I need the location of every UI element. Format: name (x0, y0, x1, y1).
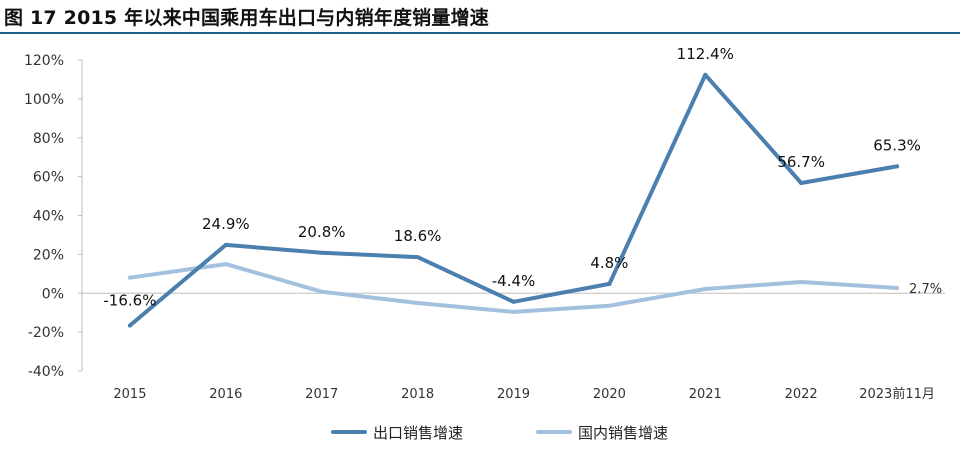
y-tick-label: 40% (33, 209, 64, 225)
x-tick-label: 2021 (689, 387, 722, 402)
data-point (607, 303, 612, 308)
x-tick-label: 2018 (401, 387, 434, 402)
data-point (511, 299, 516, 304)
data-label: 24.9% (202, 215, 250, 233)
x-tick-label: 2015 (113, 387, 146, 402)
axes-layer: -40% -20% 0% 20% 40% 60% 80% 100% 120% 2015 2016 20… (24, 53, 945, 402)
data-point (223, 262, 228, 267)
data-label: 4.8% (590, 254, 628, 272)
legend: 出口销售增速 国内销售增速 (331, 424, 668, 442)
x-tick-label: 2017 (305, 387, 338, 402)
data-label: 2.7% (909, 282, 942, 297)
data-point (895, 286, 900, 291)
x-tick-label: 2019 (497, 387, 530, 402)
x-tick-label: 2022 (785, 387, 818, 402)
data-point (703, 286, 708, 291)
y-tick-label: 20% (33, 247, 64, 263)
data-point (799, 181, 804, 186)
lines-layer (127, 72, 900, 328)
data-point (415, 300, 420, 305)
data-point (511, 309, 516, 314)
data-point (319, 289, 324, 294)
data-point (415, 255, 420, 260)
data-labels-layer: -16.6% 24.9% 20.8% 18.6% -4.4% 4.8% 112.4% 56.7… (103, 45, 942, 310)
data-label: -16.6% (103, 292, 156, 310)
data-label: 112.4% (677, 45, 734, 63)
x-tick-label: 2023前11月 (859, 386, 935, 402)
x-tick-label: 2020 (593, 387, 626, 402)
data-point (319, 250, 324, 255)
data-point (703, 72, 708, 77)
data-point (607, 281, 612, 286)
data-point (799, 279, 804, 284)
legend-label-0: 出口销售增速 (373, 424, 463, 442)
legend-label-1: 国内销售增速 (578, 424, 668, 442)
data-label: -4.4% (492, 272, 536, 290)
data-label: 65.3% (873, 136, 921, 154)
data-point (127, 323, 132, 328)
y-tick-label: 80% (33, 131, 64, 147)
data-label: 20.8% (298, 223, 346, 241)
y-tick-label: -40% (28, 364, 64, 380)
title-rule (0, 32, 960, 34)
y-tick-label: 100% (24, 92, 64, 108)
y-tick-label: 60% (33, 170, 64, 186)
data-point (223, 242, 228, 247)
y-tick-label: -20% (28, 325, 64, 341)
data-point (127, 275, 132, 280)
y-tick-label: 120% (24, 53, 64, 69)
data-point (895, 164, 900, 169)
chart-title: 图 17 2015 年以来中国乘用车出口与内销年度销量增速 (4, 7, 489, 29)
x-tick-label: 2016 (209, 387, 242, 402)
y-tick-label: 0% (42, 286, 64, 302)
data-label: 56.7% (777, 153, 825, 171)
data-label: 18.6% (394, 227, 442, 245)
